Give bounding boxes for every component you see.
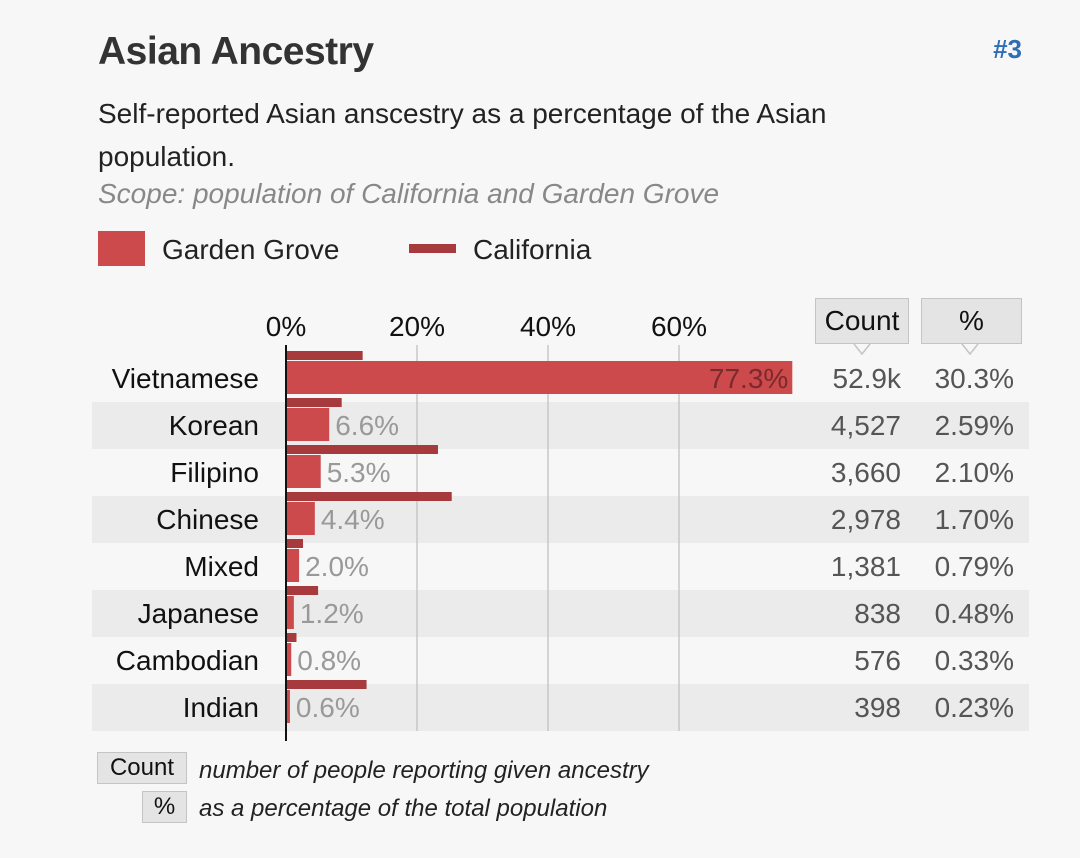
header-caret <box>961 343 979 356</box>
header-caret <box>853 343 871 356</box>
garden-grove-bar <box>286 690 290 723</box>
percent-cell: 0.48% <box>935 598 1014 629</box>
category-label: Cambodian <box>116 645 259 676</box>
count-note-button[interactable]: Count <box>97 752 187 784</box>
x-tick-label: 0% <box>266 311 306 342</box>
count-cell: 2,978 <box>831 504 901 535</box>
scope-note: Scope: population of California and Gard… <box>98 178 720 209</box>
legend-label-california: California <box>473 234 592 265</box>
row-stripe <box>92 402 1029 449</box>
value-label: 77.3% <box>709 363 788 394</box>
category-label: Indian <box>183 692 259 723</box>
percent-note-button[interactable]: % <box>142 791 187 823</box>
california-bar <box>286 539 304 548</box>
garden-grove-bar <box>286 455 321 488</box>
row-stripe <box>92 496 1029 543</box>
garden-grove-bar <box>286 361 793 394</box>
category-label: Japanese <box>138 598 259 629</box>
count-cell: 576 <box>854 645 901 676</box>
count-cell: 838 <box>854 598 901 629</box>
garden-grove-bar <box>286 502 315 535</box>
legend-swatch-garden-grove <box>98 231 145 266</box>
percent-note-text: as a percentage of the total population <box>199 795 608 822</box>
category-label: Chinese <box>156 504 259 535</box>
category-label: Filipino <box>170 457 259 488</box>
california-bar <box>286 398 342 407</box>
count-note-text: number of people reporting given ancestr… <box>199 757 649 784</box>
category-label: Mixed <box>184 551 259 582</box>
percent-cell: 30.3% <box>935 363 1014 394</box>
garden-grove-bar <box>286 408 330 441</box>
legend-swatch-california <box>409 244 456 253</box>
value-label: 2.0% <box>305 551 369 582</box>
count-cell: 1,381 <box>831 551 901 582</box>
rank-link[interactable]: #3 <box>993 34 1022 64</box>
count-cell: 3,660 <box>831 457 901 488</box>
percent-cell: 0.23% <box>935 692 1014 723</box>
chart-title: Asian Ancestry <box>98 30 374 73</box>
california-bar <box>286 633 297 642</box>
row-stripe <box>92 684 1029 731</box>
value-label: 6.6% <box>335 410 399 441</box>
bar-chart: 0% 20% 40% 60% Vietnamese 77.3% 52.9k 30.3% Kore… <box>92 311 1029 741</box>
value-label: 0.8% <box>297 645 361 676</box>
percent-cell: 1.70% <box>935 504 1014 535</box>
percent-column-button[interactable]: % <box>921 298 1022 344</box>
percent-cell: 0.33% <box>935 645 1014 676</box>
percent-cell: 2.59% <box>935 410 1014 441</box>
x-tick-label: 40% <box>520 311 576 342</box>
california-bar <box>286 445 438 454</box>
garden-grove-bar <box>286 643 292 676</box>
count-column-button[interactable]: Count <box>815 298 909 344</box>
percent-cell: 0.79% <box>935 551 1014 582</box>
category-label: Korean <box>169 410 259 441</box>
california-bar <box>286 586 319 595</box>
legend-label-garden-grove: Garden Grove <box>162 234 340 265</box>
california-bar <box>286 351 363 360</box>
california-bar <box>286 492 452 501</box>
count-cell: 52.9k <box>833 363 902 394</box>
value-label: 5.3% <box>327 457 391 488</box>
value-label: 4.4% <box>321 504 385 535</box>
row-stripe <box>92 590 1029 637</box>
count-cell: 398 <box>854 692 901 723</box>
chart-subtitle: Self-reported Asian anscestry as a perce… <box>98 98 827 172</box>
value-label: 1.2% <box>300 598 364 629</box>
category-label: Vietnamese <box>112 363 259 394</box>
x-tick-label: 20% <box>389 311 445 342</box>
garden-grove-bar <box>286 596 294 629</box>
percent-cell: 2.10% <box>935 457 1014 488</box>
count-cell: 4,527 <box>831 410 901 441</box>
california-bar <box>286 680 367 689</box>
value-label: 0.6% <box>296 692 360 723</box>
garden-grove-bar <box>286 549 300 582</box>
x-tick-label: 60% <box>651 311 707 342</box>
